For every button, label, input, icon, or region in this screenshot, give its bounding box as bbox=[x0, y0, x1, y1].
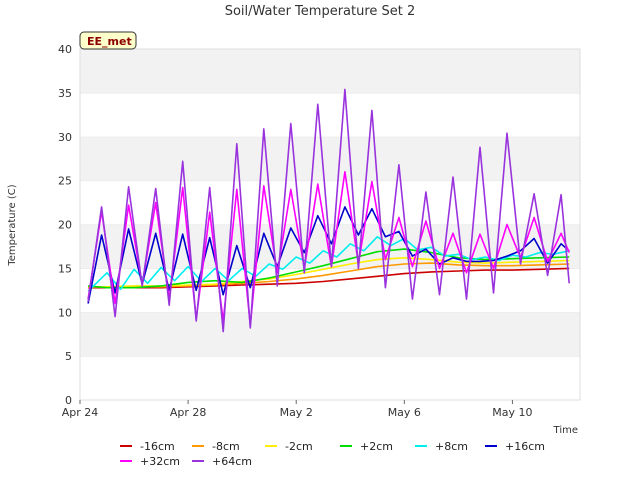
series-line-16cm bbox=[87, 206, 570, 304]
legend-label: -8cm bbox=[212, 440, 240, 453]
legend-label: +64cm bbox=[212, 455, 252, 468]
legend-item[interactable]: -8cm bbox=[192, 440, 240, 453]
legend-label: +8cm bbox=[435, 440, 468, 453]
station-badge: EE_met bbox=[79, 31, 137, 50]
legend-item[interactable]: +8cm bbox=[415, 440, 468, 453]
y-tick-label: 15 bbox=[58, 262, 72, 275]
y-tick-label: 35 bbox=[58, 87, 72, 100]
y-tick-label: 5 bbox=[65, 350, 72, 363]
grid-band bbox=[80, 268, 580, 313]
y-tick-label: 20 bbox=[58, 219, 72, 232]
legend-item[interactable]: +32cm bbox=[120, 455, 180, 468]
legend-item[interactable]: +64cm bbox=[192, 455, 252, 468]
legend-item[interactable]: +16cm bbox=[485, 440, 545, 453]
y-tick-label: 0 bbox=[65, 394, 72, 407]
grid-band bbox=[80, 92, 580, 137]
x-axis-label: Time bbox=[553, 425, 578, 436]
series-lines bbox=[87, 88, 570, 333]
x-tick-label: Apr 28 bbox=[170, 406, 207, 419]
legend-label: +2cm bbox=[360, 440, 393, 453]
grid-band bbox=[80, 312, 580, 357]
x-tick-label: May 10 bbox=[492, 406, 532, 419]
grid-band bbox=[80, 180, 580, 225]
series-line-16cm bbox=[88, 267, 570, 289]
plot-frame bbox=[79, 48, 581, 401]
y-axis-label: Temperature (C) bbox=[7, 184, 18, 266]
series-line-2cm bbox=[88, 248, 570, 289]
plot-background-bands bbox=[80, 48, 580, 400]
grid-band bbox=[80, 136, 580, 181]
legend-item[interactable]: +2cm bbox=[340, 440, 393, 453]
x-axis-ticks: Apr 24 Apr 28 May 2 May 6 May 10 bbox=[62, 400, 533, 419]
legend-item[interactable]: -2cm bbox=[265, 440, 313, 453]
y-tick-label: 30 bbox=[58, 131, 72, 144]
legend-label: -2cm bbox=[285, 440, 313, 453]
y-tick-label: 25 bbox=[58, 175, 72, 188]
series-line-64cm bbox=[87, 88, 570, 333]
series-line-8cm bbox=[88, 262, 570, 288]
x-tick-label: May 6 bbox=[388, 406, 421, 419]
y-tick-label: 10 bbox=[58, 306, 72, 319]
station-badge-label: EE_met bbox=[87, 35, 132, 48]
x-tick-label: Apr 24 bbox=[62, 406, 99, 419]
grid-band bbox=[80, 49, 580, 93]
legend-label: +16cm bbox=[505, 440, 545, 453]
x-tick-label: May 2 bbox=[280, 406, 313, 419]
y-axis-ticks: 0 5 10 15 20 25 30 35 40 bbox=[58, 43, 72, 407]
chart-title: Soil/Water Temperature Set 2 bbox=[225, 4, 416, 19]
legend-label: +32cm bbox=[140, 455, 180, 468]
grid-band bbox=[80, 356, 580, 400]
y-tick-label: 40 bbox=[58, 43, 72, 56]
legend-label: -16cm bbox=[140, 440, 175, 453]
legend-item[interactable]: -16cm bbox=[120, 440, 175, 453]
legend[interactable]: -16cm -8cm -2cm +2cm +8cm +16cm +32cm +64cm bbox=[120, 440, 545, 468]
